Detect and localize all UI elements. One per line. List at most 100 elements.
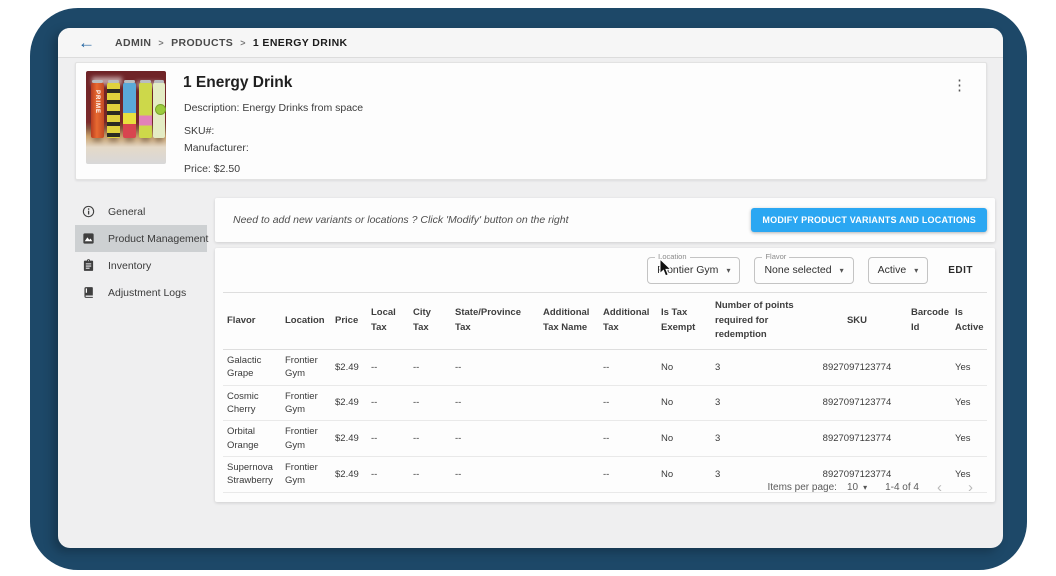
hint-banner: Need to add new variants or locations ? … — [215, 198, 995, 242]
cell-state-tax: -- — [451, 456, 539, 493]
main-content: Need to add new variants or locations ? … — [215, 198, 995, 502]
cell-flavor: Galactic Grape — [223, 349, 281, 386]
table-row[interactable]: Supernova Strawberry Frontier Gym $2.49 … — [223, 456, 987, 493]
breadcrumb-admin[interactable]: ADMIN — [115, 36, 152, 49]
cell-additional-tax: -- — [599, 349, 657, 386]
items-per-page-label: Items per page: — [767, 482, 837, 493]
cell-flavor: Cosmic Cherry — [223, 385, 281, 422]
col-state-tax: State/Province Tax — [451, 291, 539, 351]
hint-text: Need to add new variants or locations ? … — [233, 214, 569, 226]
cell-barcode — [907, 349, 951, 386]
table-row[interactable]: Galactic Grape Frontier Gym $2.49 -- -- … — [223, 349, 987, 386]
col-price: Price — [331, 291, 367, 351]
table-header-row: Flavor Location Price Local Tax City Tax… — [223, 291, 987, 351]
col-active: Is Active — [951, 291, 987, 351]
col-barcode: Barcode Id — [907, 291, 951, 351]
sidebar-item-label: Adjustment Logs — [108, 286, 187, 299]
location-filter-value: Frontier Gym — [657, 264, 719, 276]
cell-barcode — [907, 456, 951, 493]
clipboard-icon — [82, 259, 95, 272]
pagination-bar: Items per page: 10 ▾ 1-4 of 4 ‹ › — [767, 479, 981, 496]
back-arrow-icon[interactable]: ← — [78, 33, 95, 52]
filter-toolbar: Location Frontier Gym ▾ Flavor None sele… — [215, 248, 995, 292]
cell-city-tax: -- — [409, 420, 451, 457]
cell-sku: 8927097123774 — [807, 385, 907, 422]
cell-state-tax: -- — [451, 385, 539, 422]
status-filter-select[interactable]: Active ▾ — [867, 256, 929, 284]
location-filter-label: Location — [655, 251, 690, 261]
table-row[interactable]: Orbital Orange Frontier Gym $2.49 -- -- … — [223, 420, 987, 457]
table-row[interactable]: Cosmic Cherry Frontier Gym $2.49 -- -- -… — [223, 385, 987, 422]
cell-tax-exempt: No — [657, 456, 711, 493]
cell-additional-tax-name — [539, 349, 599, 386]
breadcrumb-products[interactable]: PRODUCTS — [171, 36, 234, 49]
flavor-filter-label: Flavor — [762, 251, 790, 261]
can-graphic: PRIME — [91, 80, 104, 138]
breadcrumb-separator: > — [240, 37, 246, 48]
col-tax-exempt: Is Tax Exempt — [657, 291, 711, 351]
chevron-down-icon: ▾ — [863, 483, 868, 492]
more-options-icon[interactable]: ⋮ — [952, 77, 967, 94]
flavor-filter-value: None selected — [764, 264, 832, 276]
next-page-icon[interactable]: › — [968, 479, 973, 496]
cell-local-tax: -- — [367, 349, 409, 386]
chevron-down-icon: ▾ — [839, 265, 844, 275]
cell-active: Yes — [951, 420, 987, 457]
cell-location: Frontier Gym — [281, 349, 331, 386]
cell-location: Frontier Gym — [281, 420, 331, 457]
variants-table-card: Location Frontier Gym ▾ Flavor None sele… — [215, 248, 995, 502]
can-graphic — [123, 80, 136, 138]
cell-additional-tax-name — [539, 420, 599, 457]
breadcrumb: ADMIN > PRODUCTS > 1 ENERGY DRINK — [115, 37, 348, 49]
chevron-down-icon: ▾ — [914, 265, 919, 275]
cell-barcode — [907, 385, 951, 422]
flavor-filter-select[interactable]: Flavor None selected ▾ — [754, 251, 854, 284]
product-title: 1 Energy Drink — [183, 74, 293, 91]
cell-additional-tax-name — [539, 385, 599, 422]
modify-variants-button[interactable]: MODIFY PRODUCT VARIANTS AND LOCATIONS — [751, 208, 987, 232]
cell-location: Frontier Gym — [281, 385, 331, 422]
cell-local-tax: -- — [367, 385, 409, 422]
product-image: PRIME — [86, 71, 166, 164]
sidebar-item-product-management[interactable]: Product Management — [75, 225, 208, 252]
page-range: 1-4 of 4 — [885, 482, 919, 493]
previous-page-icon[interactable]: ‹ — [937, 479, 942, 496]
sidebar-nav: General Product Management Inventory Adj… — [75, 198, 208, 306]
cell-sku: 8927097123774 — [807, 349, 907, 386]
col-additional-tax-name: Additional Tax Name — [539, 291, 599, 351]
mouse-cursor — [659, 258, 672, 277]
cell-active: Yes — [951, 385, 987, 422]
items-per-page-select[interactable]: 10 ▾ — [847, 482, 867, 493]
product-manufacturer: Manufacturer: — [184, 142, 249, 154]
cell-points: 3 — [711, 385, 807, 422]
sidebar-item-adjustment-logs[interactable]: Adjustment Logs — [75, 279, 207, 306]
col-city-tax: City Tax — [409, 291, 451, 351]
cell-local-tax: -- — [367, 420, 409, 457]
sidebar-item-general[interactable]: General — [75, 198, 207, 225]
col-location: Location — [281, 291, 331, 351]
cell-price: $2.49 — [331, 385, 367, 422]
items-per-page-value: 10 — [846, 482, 859, 493]
col-local-tax: Local Tax — [367, 291, 409, 351]
status-filter-value: Active — [877, 264, 907, 276]
cell-sku: 8927097123774 — [807, 456, 907, 493]
edit-button[interactable]: EDIT — [942, 261, 979, 280]
cell-additional-tax-name — [539, 456, 599, 493]
sidebar-item-inventory[interactable]: Inventory — [75, 252, 207, 279]
cell-tax-exempt: No — [657, 420, 711, 457]
cell-points: 3 — [711, 456, 807, 493]
sidebar-item-label: Inventory — [108, 259, 152, 272]
cell-city-tax: -- — [409, 456, 451, 493]
can-graphic — [139, 80, 152, 138]
breadcrumb-current: 1 ENERGY DRINK — [252, 36, 348, 49]
can-graphic — [153, 80, 166, 138]
col-sku: SKU — [807, 291, 907, 351]
cell-price: $2.49 — [331, 456, 367, 493]
image-icon — [82, 232, 95, 245]
product-header-card: PRIME 1 Energy Drink Description: Energy… — [75, 62, 987, 180]
cell-state-tax: -- — [451, 349, 539, 386]
cell-active: Yes — [951, 456, 987, 493]
cell-flavor: Orbital Orange — [223, 420, 281, 457]
cell-city-tax: -- — [409, 349, 451, 386]
